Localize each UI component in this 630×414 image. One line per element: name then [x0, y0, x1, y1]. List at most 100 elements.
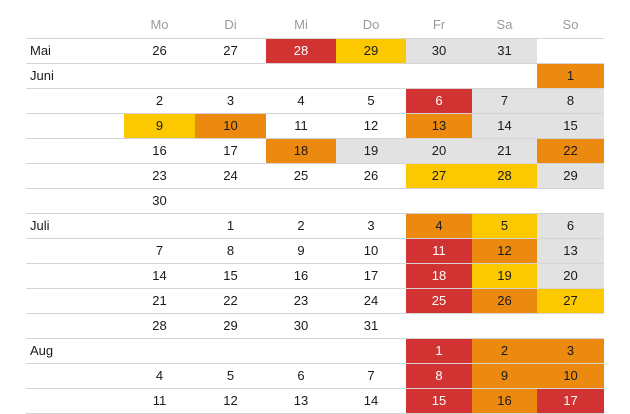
day-cell: 27 — [223, 43, 238, 58]
day-cell: 14 — [472, 114, 537, 138]
day-cell: 8 — [406, 364, 472, 388]
day-cell: 19 — [336, 139, 406, 163]
day-cell: 19 — [472, 264, 537, 288]
day-cell: 26 — [363, 168, 379, 183]
day-cell: 25 — [293, 168, 309, 183]
day-cell: 22 — [537, 139, 604, 163]
row-divider — [26, 338, 604, 339]
row-divider — [26, 213, 604, 214]
day-cell: 25 — [406, 289, 472, 313]
day-cell: 3 — [226, 93, 235, 108]
day-cell: 17 — [537, 389, 604, 413]
day-cell: 5 — [472, 214, 537, 238]
day-cell: 3 — [537, 339, 604, 363]
day-cell: 7 — [472, 89, 537, 113]
day-cell: 28 — [266, 39, 336, 63]
day-cell: 28 — [472, 164, 537, 188]
day-cell: 31 — [472, 39, 537, 63]
day-cell: 15 — [223, 268, 238, 283]
day-cell: 16 — [472, 389, 537, 413]
month-label: Juni — [30, 68, 54, 83]
day-cell: 23 — [293, 293, 309, 308]
day-cell: 13 — [293, 393, 309, 408]
weekday-header-mo: Mo — [150, 17, 169, 32]
row-divider — [26, 188, 604, 189]
weekday-header-fr: Fr — [432, 17, 446, 32]
day-cell: 26 — [472, 289, 537, 313]
row-divider — [26, 38, 604, 39]
row-divider — [26, 113, 604, 114]
day-cell: 30 — [406, 39, 472, 63]
day-cell: 29 — [537, 164, 604, 188]
day-cell: 9 — [124, 114, 195, 138]
day-cell: 17 — [363, 268, 379, 283]
day-cell: 18 — [406, 264, 472, 288]
day-cell: 10 — [363, 243, 379, 258]
day-cell: 5 — [226, 368, 235, 383]
day-cell: 7 — [367, 368, 375, 383]
day-cell: 11 — [406, 239, 472, 263]
day-cell: 13 — [537, 239, 604, 263]
day-cell: 10 — [537, 364, 604, 388]
day-cell: 23 — [152, 168, 167, 183]
day-cell: 26 — [152, 43, 167, 58]
row-divider — [26, 238, 604, 239]
day-cell: 30 — [152, 193, 167, 208]
row-divider — [26, 138, 604, 139]
day-cell: 20 — [406, 139, 472, 163]
day-cell: 2 — [155, 93, 164, 108]
day-cell: 14 — [363, 393, 379, 408]
day-cell: 9 — [297, 243, 305, 258]
day-cell: 4 — [406, 214, 472, 238]
row-divider — [26, 263, 604, 264]
day-cell: 5 — [367, 93, 375, 108]
month-label: Juli — [30, 218, 50, 233]
weekday-header-di: Di — [224, 17, 237, 32]
day-cell: 11 — [294, 118, 308, 133]
day-cell: 14 — [152, 268, 167, 283]
day-cell: 12 — [472, 239, 537, 263]
day-cell: 21 — [152, 293, 167, 308]
day-cell: 10 — [195, 114, 266, 138]
day-cell: 1 — [226, 218, 235, 233]
day-cell: 4 — [155, 368, 164, 383]
day-cell: 13 — [406, 114, 472, 138]
day-cell: 16 — [152, 143, 167, 158]
day-cell: 7 — [155, 243, 164, 258]
day-cell: 3 — [367, 218, 375, 233]
day-cell: 15 — [406, 389, 472, 413]
day-cell: 1 — [406, 339, 472, 363]
row-divider — [26, 288, 604, 289]
day-cell: 27 — [537, 289, 604, 313]
day-cell: 12 — [223, 393, 238, 408]
day-cell: 6 — [406, 89, 472, 113]
month-label: Mai — [30, 43, 51, 58]
day-cell: 9 — [472, 364, 537, 388]
day-cell: 24 — [223, 168, 238, 183]
day-cell: 16 — [293, 268, 309, 283]
row-divider — [26, 88, 604, 89]
day-cell: 29 — [223, 318, 238, 333]
day-cell: 11 — [152, 393, 167, 408]
day-cell: 4 — [297, 93, 305, 108]
day-cell: 2 — [297, 218, 305, 233]
day-cell: 8 — [226, 243, 235, 258]
row-divider — [26, 313, 604, 314]
row-divider — [26, 163, 604, 164]
day-cell: 24 — [363, 293, 379, 308]
day-cell: 30 — [293, 318, 309, 333]
day-cell: 6 — [537, 214, 604, 238]
day-cell: 1 — [537, 64, 604, 88]
weekday-header-mi: Mi — [294, 17, 308, 32]
day-cell: 22 — [223, 293, 238, 308]
day-cell: 15 — [537, 114, 604, 138]
month-label: Aug — [30, 343, 54, 358]
day-cell: 27 — [406, 164, 472, 188]
day-cell: 21 — [472, 139, 537, 163]
day-cell: 20 — [537, 264, 604, 288]
row-divider — [26, 63, 604, 64]
row-divider — [26, 388, 604, 389]
weekday-header-sa: Sa — [496, 17, 513, 32]
day-cell: 28 — [152, 318, 167, 333]
